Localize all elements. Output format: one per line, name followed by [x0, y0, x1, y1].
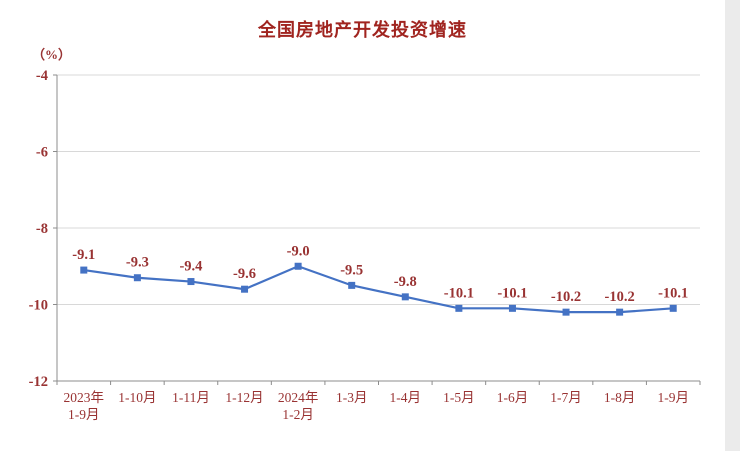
data-point-marker	[669, 304, 677, 312]
data-point-marker	[455, 304, 463, 312]
x-axis-category-label: 1-5月	[443, 390, 475, 405]
data-point-marker	[616, 308, 624, 316]
x-axis-category-label: 1-12月	[225, 390, 263, 405]
data-point-label: -10.2	[605, 289, 635, 305]
y-axis-tick-label: -8	[36, 221, 48, 237]
data-point-label: -9.0	[287, 243, 310, 259]
data-point-label: -10.1	[497, 285, 527, 301]
x-axis-category-label: 1-10月	[118, 390, 156, 405]
x-axis-category-label: 1-11月	[172, 390, 210, 405]
data-point-marker	[508, 304, 516, 312]
data-point-label: -10.1	[658, 285, 688, 301]
data-point-label: -10.1	[444, 285, 474, 301]
chart-title: 全国房地产开发投资增速	[258, 20, 467, 40]
data-point-marker	[348, 281, 356, 289]
data-point-marker	[562, 308, 570, 316]
data-point-marker	[187, 278, 195, 286]
data-point-label: -9.5	[340, 262, 363, 278]
data-point-marker	[80, 266, 88, 274]
data-point-label: -9.3	[126, 255, 149, 271]
y-axis-tick-label: -4	[36, 68, 48, 84]
data-point-marker	[401, 293, 409, 301]
data-point-marker	[294, 262, 302, 270]
x-axis-category-label: 1-3月	[336, 390, 368, 405]
series-line	[83, 265, 674, 314]
data-point-label: -10.2	[551, 289, 581, 305]
x-axis-category-label: 2024年 1-2月	[278, 390, 319, 422]
data-point-marker	[241, 285, 249, 293]
x-axis-category-label: 1-9月	[657, 390, 689, 405]
y-axis-tick-label: -6	[36, 145, 48, 161]
x-axis-category-label: 1-4月	[390, 390, 422, 405]
page-edge-strip	[725, 0, 740, 451]
data-point-marker	[133, 274, 141, 282]
y-axis-tick-label: -12	[29, 374, 48, 390]
x-axis-category-label: 1-6月	[497, 390, 529, 405]
data-point-label: -9.1	[72, 247, 95, 263]
x-axis-category-label: 1-7月	[550, 390, 582, 405]
y-axis-unit-label: （%）	[32, 47, 72, 62]
x-axis-category-label: 1-8月	[604, 390, 636, 405]
y-axis-tick-label: -10	[29, 298, 48, 314]
data-point-label: -9.8	[394, 274, 417, 290]
data-point-label: -9.4	[179, 259, 202, 275]
data-point-label: -9.6	[233, 266, 256, 282]
x-axis-category-label: 2023年 1-9月	[64, 390, 105, 422]
